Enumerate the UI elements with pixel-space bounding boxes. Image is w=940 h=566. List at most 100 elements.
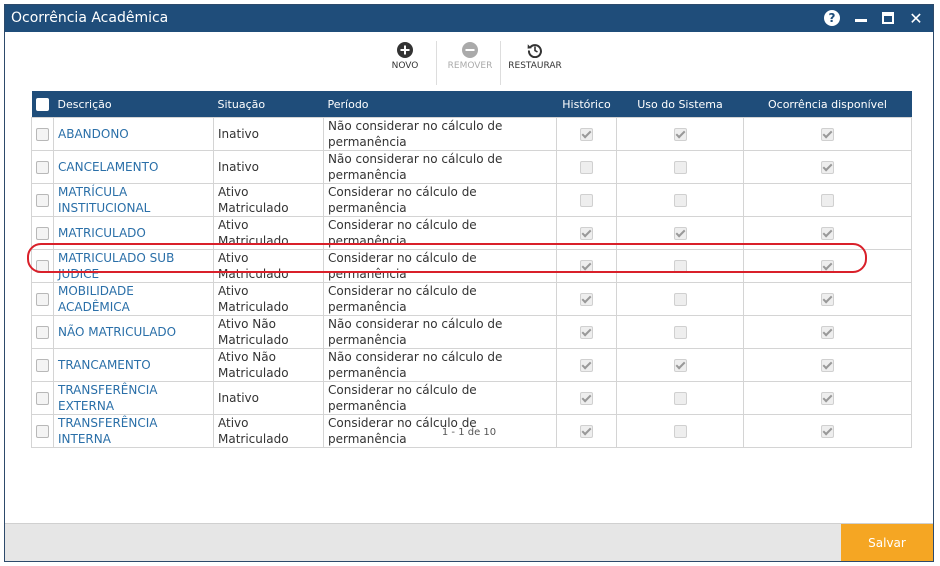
ocorrencia-disponivel-cell [743, 381, 912, 415]
uso-sistema-checkbox [673, 392, 687, 405]
descricao-link[interactable]: TRANSFERÊNCIA INTERNA [58, 416, 158, 446]
maximize-button[interactable] [879, 9, 897, 27]
row-select-checkbox[interactable] [36, 260, 49, 273]
periodo-cell: Não considerar no cálculo de permanência [323, 315, 557, 349]
descricao-link[interactable]: TRANCAMENTO [58, 358, 151, 372]
ocorrencia-disponivel-cell [743, 348, 912, 382]
row-select-checkbox[interactable] [36, 425, 49, 438]
minimize-icon [855, 18, 867, 22]
footer-bar: Salvar [5, 523, 933, 561]
descricao-link[interactable]: MATRICULADO SUB JUDICE [58, 251, 175, 281]
table-row[interactable]: NÃO MATRICULADO Ativo Não Matriculado Não … [31, 315, 912, 349]
descricao-link[interactable]: TRANSFERÊNCIA EXTERNA [58, 383, 158, 413]
descricao-cell: CANCELAMENTO [53, 150, 214, 184]
row-select-cell [31, 348, 54, 382]
uso-sistema-checkbox [673, 326, 687, 339]
periodo-cell: Considerar no cálculo de permanência [323, 216, 557, 250]
situacao-cell: Inativo [213, 150, 324, 184]
help-icon: ? [824, 10, 840, 26]
column-header-descricao[interactable]: Descrição [53, 91, 214, 118]
column-header-periodo[interactable]: Período [323, 91, 557, 118]
situacao-cell: Ativo Não Matriculado [213, 315, 324, 349]
toolbar-divider [436, 41, 437, 85]
row-select-checkbox[interactable] [36, 392, 49, 405]
uso-sistema-cell [616, 150, 744, 184]
table-row[interactable]: MATRICULADO Ativo Matriculado Considerar n… [31, 216, 912, 250]
table-row[interactable]: TRANSFERÊNCIA INTERNA Ativo Matriculado Co… [31, 414, 912, 448]
descricao-link[interactable]: CANCELAMENTO [58, 160, 159, 174]
situacao-cell: Ativo Matriculado [213, 216, 324, 250]
descricao-cell: TRANCAMENTO [53, 348, 214, 382]
column-header-situacao[interactable]: Situação [213, 91, 324, 118]
situacao-cell: Ativo Matriculado [213, 183, 324, 217]
row-select-checkbox[interactable] [36, 194, 49, 207]
periodo-cell: Não considerar no cálculo de permanência [323, 348, 557, 382]
row-select-checkbox[interactable] [36, 161, 49, 174]
dialog-window: Ocorrência Acadêmica ? ✕ NOVO REMOVER [4, 4, 934, 562]
table-row[interactable]: CANCELAMENTO Inativo Não considerar no cál… [31, 150, 912, 184]
historico-checkbox [580, 227, 593, 240]
row-select-checkbox[interactable] [36, 293, 49, 306]
table-row[interactable]: MATRÍCULA INSTITUCIONAL Ativo Matriculado… [31, 183, 912, 217]
row-select-cell [31, 117, 54, 151]
table-row[interactable]: ABANDONO Inativo Não considerar no cálculo… [31, 117, 912, 151]
periodo-cell: Considerar no cálculo de permanência [323, 249, 557, 283]
descricao-link[interactable]: ABANDONO [58, 127, 129, 141]
row-select-cell [31, 183, 54, 217]
restaurar-label: RESTAURAR [508, 61, 562, 71]
ocorrencia-disponivel-checkbox [821, 326, 834, 339]
periodo-cell: Considerar no cálculo de permanência [323, 414, 557, 448]
remover-button[interactable]: REMOVER [445, 39, 495, 71]
row-select-checkbox[interactable] [36, 359, 49, 372]
title-bar: Ocorrência Acadêmica ? ✕ [5, 5, 933, 32]
situacao-cell: Inativo [213, 381, 324, 415]
table-row[interactable]: MOBILIDADE ACADÊMICA Ativo Matriculado Con… [31, 282, 912, 316]
add-circle-icon [387, 39, 423, 61]
descricao-link[interactable]: MATRICULADO [58, 226, 146, 240]
historico-cell [556, 216, 617, 250]
descricao-cell: MATRICULADO SUB JUDICE [53, 249, 214, 283]
ocorrencia-disponivel-checkbox [821, 293, 834, 306]
situacao-cell: Ativo Matriculado [213, 414, 324, 448]
descricao-link[interactable]: MATRÍCULA INSTITUCIONAL [58, 185, 151, 215]
row-select-cell [31, 381, 54, 415]
historico-checkbox [580, 161, 593, 174]
table-row[interactable]: TRANSFERÊNCIA EXTERNA Inativo Considerar n… [31, 381, 912, 415]
uso-sistema-cell [616, 414, 744, 448]
descricao-link[interactable]: NÃO MATRICULADO [58, 325, 177, 339]
row-select-checkbox[interactable] [36, 326, 49, 339]
uso-sistema-cell [616, 282, 744, 316]
column-header-ocorrencia-disponivel[interactable]: Ocorrência disponível [743, 91, 912, 118]
minimize-button[interactable] [852, 9, 870, 27]
select-all-checkbox[interactable] [36, 97, 49, 111]
save-button[interactable]: Salvar [841, 524, 933, 561]
periodo-cell: Considerar no cálculo de permanência [323, 183, 557, 217]
situacao-cell: Inativo [213, 117, 324, 151]
close-button[interactable]: ✕ [907, 9, 925, 28]
descricao-cell: ABANDONO [53, 117, 214, 151]
ocorrencia-disponivel-cell [743, 150, 912, 184]
occurrence-table: Descrição Situação Período Histórico Uso… [31, 91, 912, 448]
situacao-cell: Ativo Matriculado [213, 249, 324, 283]
column-header-uso-sistema[interactable]: Uso do Sistema [616, 91, 744, 118]
uso-sistema-cell [616, 348, 744, 382]
historico-checkbox [580, 128, 593, 141]
descricao-link[interactable]: MOBILIDADE ACADÊMICA [58, 284, 134, 314]
ocorrencia-disponivel-cell [743, 414, 912, 448]
uso-sistema-checkbox [673, 227, 687, 240]
historico-checkbox [580, 194, 593, 207]
ocorrencia-disponivel-cell [743, 216, 912, 250]
uso-sistema-checkbox [673, 194, 687, 207]
row-select-checkbox[interactable] [36, 227, 49, 240]
descricao-cell: MATRÍCULA INSTITUCIONAL [53, 183, 214, 217]
row-select-checkbox[interactable] [36, 128, 49, 141]
table-row[interactable]: MATRICULADO SUB JUDICE Ativo Matriculado C… [31, 249, 912, 283]
historico-checkbox [580, 359, 593, 372]
column-header-historico[interactable]: Histórico [556, 91, 617, 118]
restaurar-button[interactable]: RESTAURAR [507, 39, 563, 71]
help-button[interactable]: ? [823, 9, 841, 27]
novo-button[interactable]: NOVO [387, 39, 423, 71]
periodo-cell: Considerar no cálculo de permanência [323, 282, 557, 316]
select-all-cell [31, 91, 54, 118]
table-row[interactable]: TRANCAMENTO Ativo Não Matriculado Não cons… [31, 348, 912, 382]
